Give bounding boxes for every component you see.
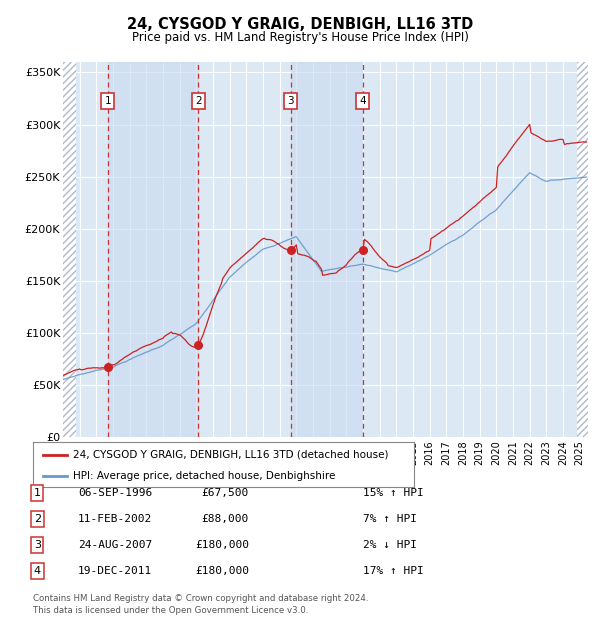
Text: 4: 4 (34, 566, 41, 576)
Text: 15% ↑ HPI: 15% ↑ HPI (363, 488, 424, 498)
Text: 4: 4 (359, 96, 366, 107)
Text: 7% ↑ HPI: 7% ↑ HPI (363, 514, 417, 524)
Text: 24-AUG-2007: 24-AUG-2007 (78, 540, 152, 550)
Text: 2: 2 (34, 514, 41, 524)
Text: £180,000: £180,000 (195, 566, 249, 576)
Text: Price paid vs. HM Land Registry's House Price Index (HPI): Price paid vs. HM Land Registry's House … (131, 31, 469, 44)
Text: 24, CYSGOD Y GRAIG, DENBIGH, LL16 3TD (detached house): 24, CYSGOD Y GRAIG, DENBIGH, LL16 3TD (d… (73, 450, 389, 459)
Bar (290, 62, 362, 437)
Text: HPI: Average price, detached house, Denbighshire: HPI: Average price, detached house, Denb… (73, 471, 335, 480)
Text: 1: 1 (34, 488, 41, 498)
Text: 2: 2 (195, 96, 202, 107)
Text: 11-FEB-2002: 11-FEB-2002 (78, 514, 152, 524)
Text: 17% ↑ HPI: 17% ↑ HPI (363, 566, 424, 576)
Text: 1: 1 (104, 96, 111, 107)
Bar (107, 62, 199, 437)
Bar (577, 62, 588, 437)
Text: 06-SEP-1996: 06-SEP-1996 (78, 488, 152, 498)
Text: 3: 3 (34, 540, 41, 550)
Text: 2% ↓ HPI: 2% ↓ HPI (363, 540, 417, 550)
Text: £67,500: £67,500 (202, 488, 249, 498)
Text: £180,000: £180,000 (195, 540, 249, 550)
Text: Contains HM Land Registry data © Crown copyright and database right 2024.
This d: Contains HM Land Registry data © Crown c… (33, 594, 368, 615)
Text: 3: 3 (287, 96, 294, 107)
Text: 24, CYSGOD Y GRAIG, DENBIGH, LL16 3TD: 24, CYSGOD Y GRAIG, DENBIGH, LL16 3TD (127, 17, 473, 32)
Bar (63, 62, 76, 437)
Text: 19-DEC-2011: 19-DEC-2011 (78, 566, 152, 576)
Text: £88,000: £88,000 (202, 514, 249, 524)
